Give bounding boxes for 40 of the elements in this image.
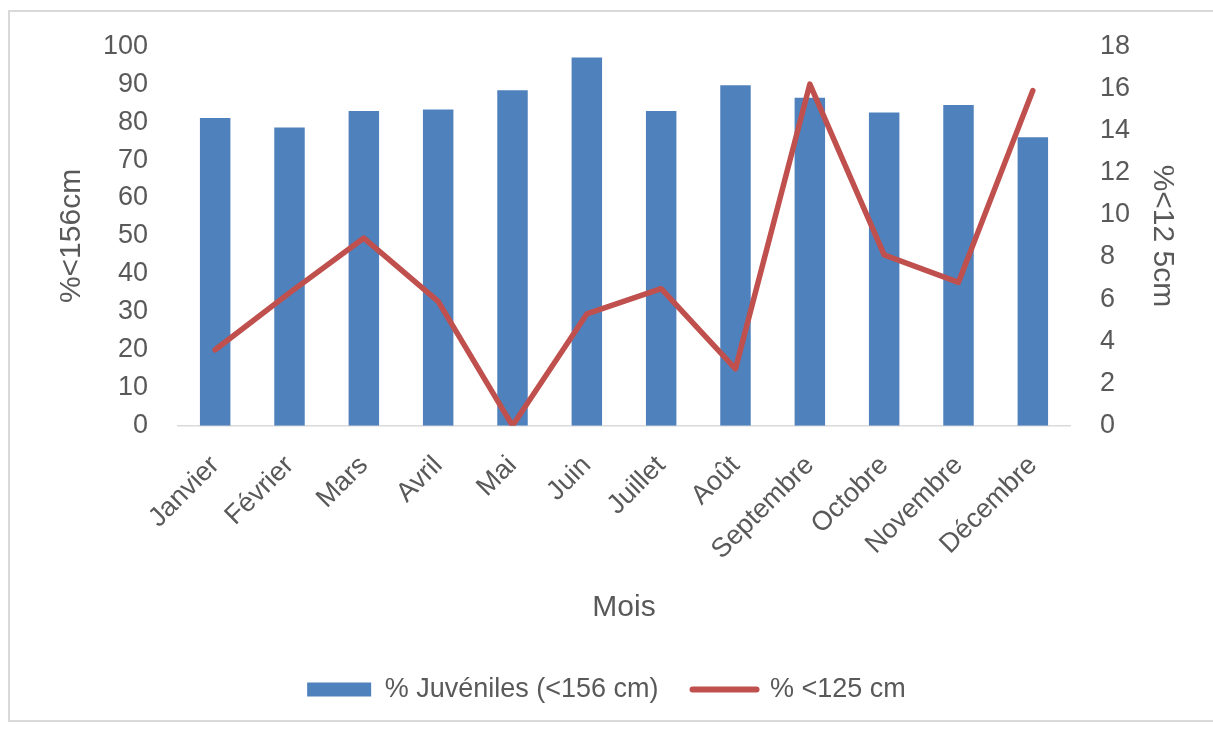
bar [497, 90, 528, 426]
y2-tick-label: 8 [1100, 240, 1116, 271]
x-axis-title: Mois [592, 589, 656, 623]
y2-tick-label: 14 [1100, 113, 1131, 144]
y-tick-label: 20 [117, 333, 148, 364]
y-tick-label: 0 [132, 409, 148, 440]
legend-label: % <125 cm [770, 672, 906, 703]
y-tick-label: 10 [117, 371, 148, 402]
legend-label: % Juvéniles (<156 cm) [384, 672, 659, 703]
y-tick-label: 40 [117, 257, 148, 288]
y2-axis-title: %<12 5cm [1147, 164, 1181, 308]
y-tick-label: 90 [117, 67, 148, 98]
bar [720, 85, 751, 426]
bar [645, 111, 677, 426]
bar [199, 117, 231, 426]
y2-tick-label: 18 [1100, 29, 1131, 60]
y2-tick-label: 0 [1100, 409, 1116, 440]
bar [1017, 137, 1049, 426]
x-tick-label: Juin [540, 449, 597, 506]
y2-tick-label: 2 [1100, 366, 1116, 397]
y-tick-label: 80 [117, 105, 148, 136]
y2-tick-label: 4 [1100, 324, 1116, 355]
y-tick-label: 70 [117, 143, 148, 174]
bar [868, 112, 900, 426]
y-tick-label: 30 [117, 295, 148, 326]
y2-tick-label: 6 [1100, 282, 1116, 313]
bar [348, 111, 380, 426]
x-tick-label: Mai [470, 449, 523, 502]
y-axis-title: %<156cm [53, 168, 87, 304]
bar [274, 127, 305, 426]
y-tick-label: 50 [117, 219, 148, 250]
bar [943, 105, 974, 426]
y2-tick-label: 10 [1100, 198, 1131, 229]
y-tick-label: 60 [117, 181, 148, 212]
bar [422, 109, 454, 426]
y2-tick-label: 16 [1100, 71, 1131, 102]
bar [571, 57, 603, 426]
y2-tick-label: 12 [1100, 156, 1131, 187]
y-tick-label: 100 [102, 29, 148, 60]
bar [794, 97, 826, 426]
